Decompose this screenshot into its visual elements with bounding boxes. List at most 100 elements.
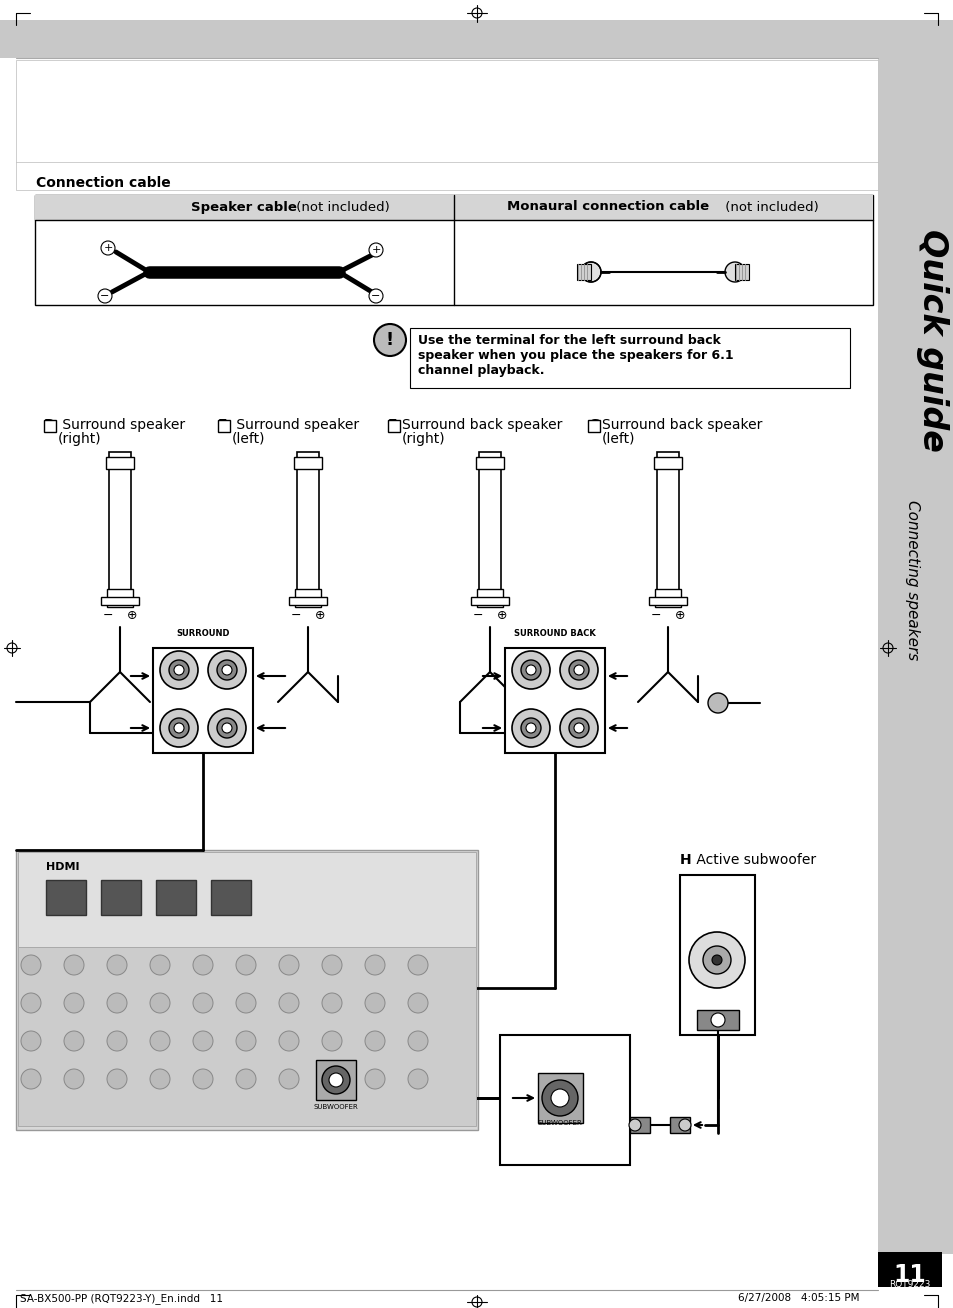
Circle shape (322, 1066, 350, 1093)
Circle shape (169, 718, 189, 738)
Text: −: − (473, 610, 483, 623)
Circle shape (21, 993, 41, 1012)
Text: G: G (587, 419, 598, 432)
Bar (106, 456, 133, 470)
Text: Active subwoofer: Active subwoofer (691, 853, 815, 867)
Text: Surround back speaker: Surround back speaker (601, 419, 761, 432)
Bar (734, 264, 748, 280)
Bar (218, 420, 230, 432)
Text: Connecting speakers: Connecting speakers (903, 500, 919, 661)
Circle shape (169, 661, 189, 680)
Circle shape (541, 1080, 578, 1116)
Text: !: ! (386, 331, 394, 349)
Circle shape (408, 1069, 428, 1090)
Circle shape (365, 1031, 385, 1052)
Circle shape (408, 955, 428, 974)
Circle shape (64, 1069, 84, 1090)
Circle shape (107, 1069, 127, 1090)
Bar (156, 880, 195, 916)
Circle shape (150, 1069, 170, 1090)
Bar (18, 852, 476, 947)
Circle shape (150, 955, 170, 974)
Circle shape (374, 324, 406, 356)
Text: (right): (right) (401, 432, 445, 446)
Bar (471, 596, 509, 606)
Circle shape (107, 993, 127, 1012)
Circle shape (107, 955, 127, 974)
Text: Surround back speaker: Surround back speaker (401, 419, 561, 432)
Circle shape (628, 1120, 640, 1131)
Bar (577, 264, 590, 280)
Circle shape (193, 1069, 213, 1090)
Circle shape (707, 693, 727, 713)
Bar (18, 947, 476, 1126)
Bar (35, 195, 454, 220)
Text: SUBWOOFER: SUBWOOFER (314, 1104, 358, 1110)
Circle shape (365, 1069, 385, 1090)
Bar (877, 58, 953, 1254)
Bar (109, 453, 131, 607)
Bar (537, 1073, 582, 1124)
Circle shape (235, 955, 255, 974)
Circle shape (520, 718, 540, 738)
Text: Surround speaker: Surround speaker (232, 419, 358, 432)
Circle shape (208, 651, 246, 689)
Circle shape (580, 262, 600, 283)
Bar (587, 420, 599, 432)
Circle shape (365, 955, 385, 974)
Circle shape (369, 289, 382, 303)
Text: −: − (291, 610, 301, 623)
Text: −: − (100, 290, 110, 301)
Text: ⊕: ⊕ (314, 610, 325, 623)
Text: H: H (679, 853, 691, 867)
Bar (454, 195, 872, 220)
Text: ⊕: ⊕ (497, 610, 507, 623)
Text: Use the terminal for the left surround back
speaker when you place the speakers : Use the terminal for the left surround b… (417, 334, 733, 377)
Bar (289, 596, 327, 606)
Bar (499, 1035, 629, 1165)
Bar (655, 589, 680, 607)
Text: (not included): (not included) (720, 200, 818, 213)
Bar (679, 875, 754, 1035)
Circle shape (525, 723, 536, 732)
Circle shape (222, 664, 232, 675)
Text: RQT9223: RQT9223 (888, 1281, 930, 1288)
Circle shape (278, 1031, 298, 1052)
Circle shape (322, 1031, 341, 1052)
Circle shape (512, 651, 550, 689)
Bar (629, 1117, 649, 1133)
Circle shape (574, 664, 583, 675)
Bar (877, 1252, 941, 1287)
Text: SA-BX500-PP (RQT9223-Y)_En.indd   11: SA-BX500-PP (RQT9223-Y)_En.indd 11 (20, 1294, 223, 1304)
Circle shape (568, 661, 588, 680)
Text: (not included): (not included) (292, 200, 390, 213)
Circle shape (216, 661, 236, 680)
Circle shape (208, 709, 246, 747)
Circle shape (710, 1012, 724, 1027)
Text: SURROUND: SURROUND (176, 629, 230, 638)
Circle shape (193, 1031, 213, 1052)
Bar (410, 328, 849, 388)
Bar (16, 850, 477, 1130)
Bar (101, 880, 141, 916)
Circle shape (150, 1031, 170, 1052)
Text: SUBWOOFER: SUBWOOFER (537, 1120, 581, 1126)
Circle shape (222, 723, 232, 732)
Bar (294, 589, 320, 607)
Circle shape (160, 709, 198, 747)
Circle shape (235, 1031, 255, 1052)
Circle shape (568, 718, 588, 738)
Circle shape (21, 1069, 41, 1090)
Circle shape (574, 723, 583, 732)
Bar (315, 1059, 355, 1100)
Circle shape (322, 955, 341, 974)
Bar (44, 420, 56, 432)
Circle shape (21, 955, 41, 974)
Circle shape (107, 1031, 127, 1052)
Bar (294, 456, 322, 470)
Bar (211, 880, 251, 916)
Circle shape (216, 718, 236, 738)
Bar (16, 60, 877, 190)
Text: E: E (218, 419, 227, 432)
Text: F: F (388, 419, 397, 432)
